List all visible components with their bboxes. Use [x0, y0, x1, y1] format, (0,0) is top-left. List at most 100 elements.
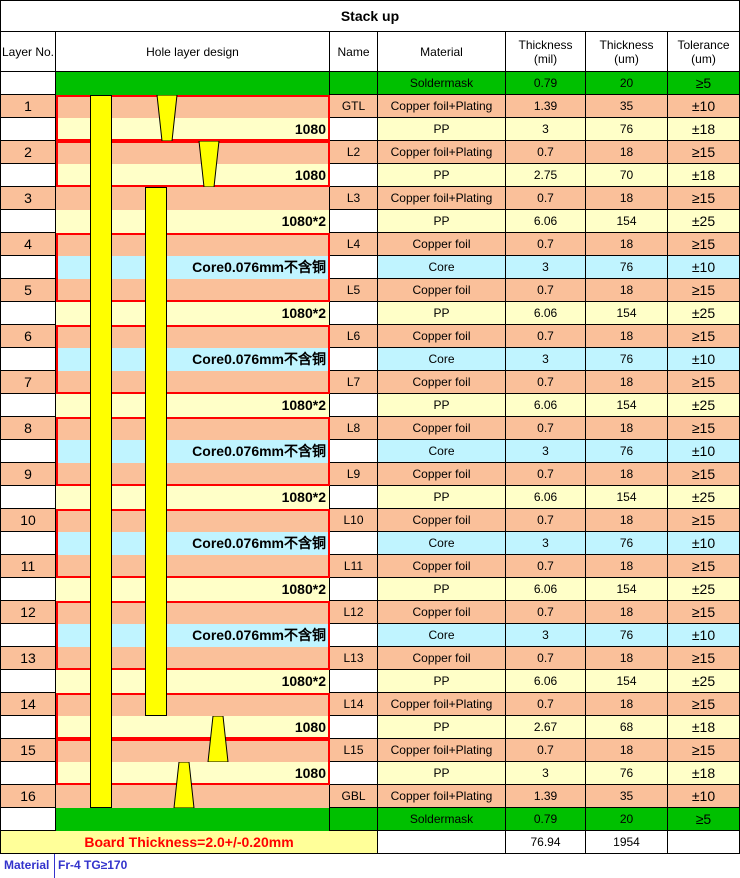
- thickness-mil-cell: 6.06: [506, 302, 586, 325]
- thickness-um-cell: 18: [586, 371, 668, 394]
- layer-name-cell: [330, 348, 378, 371]
- thickness-um-cell: 18: [586, 187, 668, 210]
- hole-design-band: [56, 210, 330, 233]
- hole-design-band: [56, 302, 330, 325]
- thickness-um-cell: 20: [586, 808, 668, 831]
- tolerance-cell: ±18: [668, 118, 740, 141]
- thickness-mil-cell: 0.7: [506, 647, 586, 670]
- layer-number-cell: [0, 210, 56, 233]
- material-cell: PP: [378, 578, 506, 601]
- through-hole-drill: [90, 95, 112, 808]
- layer-name-cell: [330, 808, 378, 831]
- material-divider: [54, 854, 55, 878]
- header-tolerance: Tolerance (um): [668, 32, 740, 72]
- thickness-mil-cell: 0.7: [506, 325, 586, 348]
- thickness-um-cell: 18: [586, 693, 668, 716]
- layer-name-cell: L8: [330, 417, 378, 440]
- pp-label: 1080: [294, 719, 326, 735]
- tolerance-cell: ±25: [668, 578, 740, 601]
- tolerance-cell: ≥15: [668, 279, 740, 302]
- material-cell: Copper foil: [378, 555, 506, 578]
- thickness-um-cell: 18: [586, 279, 668, 302]
- layer-name-cell: [330, 578, 378, 601]
- material-cell: Copper foil: [378, 647, 506, 670]
- tolerance-cell: ≥15: [668, 693, 740, 716]
- hole-design-band: [56, 578, 330, 601]
- tolerance-cell: ≥5: [668, 72, 740, 95]
- layer-name-cell: L5: [330, 279, 378, 302]
- material-cell: Copper foil+Plating: [378, 187, 506, 210]
- pp-label: 1080*2: [281, 581, 326, 597]
- layer-number-cell: 7: [0, 371, 56, 394]
- header-thickness-mil: Thickness (mil): [506, 32, 586, 72]
- thickness-um-cell: 35: [586, 785, 668, 808]
- core-label: Core0.076mm不含铜: [192, 351, 326, 367]
- material-cell: PP: [378, 302, 506, 325]
- header-name: Name: [330, 32, 378, 72]
- tolerance-cell: ≥15: [668, 417, 740, 440]
- tolerance-cell: ≥15: [668, 463, 740, 486]
- thickness-mil-cell: 2.75: [506, 164, 586, 187]
- layer-name-cell: L9: [330, 463, 378, 486]
- thickness-um-cell: 35: [586, 95, 668, 118]
- layer-name-cell: [330, 256, 378, 279]
- thickness-um-cell: 18: [586, 555, 668, 578]
- layer-number-cell: [0, 72, 56, 95]
- thickness-mil-cell: 6.06: [506, 210, 586, 233]
- microvia-icon: [207, 716, 229, 762]
- layer-name-cell: [330, 716, 378, 739]
- layer-number-cell: 13: [0, 647, 56, 670]
- layer-name-cell: [330, 762, 378, 785]
- thickness-um-cell: 76: [586, 118, 668, 141]
- thickness-um-cell: 154: [586, 670, 668, 693]
- material-cell: Copper foil: [378, 325, 506, 348]
- thickness-um-cell: 154: [586, 394, 668, 417]
- material-cell: PP: [378, 164, 506, 187]
- layer-number-cell: 16: [0, 785, 56, 808]
- layer-name-cell: GTL: [330, 95, 378, 118]
- thickness-mil-cell: 3: [506, 532, 586, 555]
- tolerance-cell: ±18: [668, 762, 740, 785]
- thickness-mil-cell: 0.7: [506, 601, 586, 624]
- layer-number-cell: [0, 440, 56, 463]
- layer-name-cell: L13: [330, 647, 378, 670]
- layer-number-cell: [0, 762, 56, 785]
- pp-label: 1080: [294, 121, 326, 137]
- total-thickness-um: 1954: [586, 831, 668, 854]
- sheet-title: Stack up: [0, 0, 740, 32]
- pp-label: 1080*2: [281, 213, 326, 229]
- hole-design-band: [56, 72, 330, 95]
- thickness-um-cell: 18: [586, 233, 668, 256]
- layer-number-cell: [0, 670, 56, 693]
- layer-number-cell: 12: [0, 601, 56, 624]
- tolerance-cell: ±10: [668, 95, 740, 118]
- layer-number-cell: [0, 486, 56, 509]
- thickness-um-cell: 76: [586, 762, 668, 785]
- hole-design-band: [56, 394, 330, 417]
- microvia-icon: [156, 95, 178, 141]
- thickness-mil-cell: 3: [506, 348, 586, 371]
- microvia-icon: [198, 141, 220, 187]
- buried-via-drill: [145, 187, 167, 716]
- layer-number-cell: 5: [0, 279, 56, 302]
- pp-label: 1080: [294, 765, 326, 781]
- layer-number-cell: [0, 578, 56, 601]
- layer-number-cell: 3: [0, 187, 56, 210]
- thickness-um-cell: 68: [586, 716, 668, 739]
- layer-name-cell: L6: [330, 325, 378, 348]
- layer-name-cell: [330, 624, 378, 647]
- board-thickness: Board Thickness=2.0+/-0.20mm: [0, 831, 378, 854]
- thickness-mil-cell: 3: [506, 762, 586, 785]
- layer-number-cell: [0, 624, 56, 647]
- layer-name-cell: [330, 72, 378, 95]
- layer-name-cell: L14: [330, 693, 378, 716]
- material-cell: Copper foil: [378, 371, 506, 394]
- tolerance-cell: ≥15: [668, 509, 740, 532]
- thickness-um-cell: 154: [586, 486, 668, 509]
- thickness-um-cell: 76: [586, 256, 668, 279]
- thickness-um-cell: 18: [586, 647, 668, 670]
- tolerance-cell: ≥15: [668, 141, 740, 164]
- thickness-um-cell: 18: [586, 463, 668, 486]
- header-layer-no: Layer No.: [0, 32, 56, 72]
- total-empty-material: [378, 831, 506, 854]
